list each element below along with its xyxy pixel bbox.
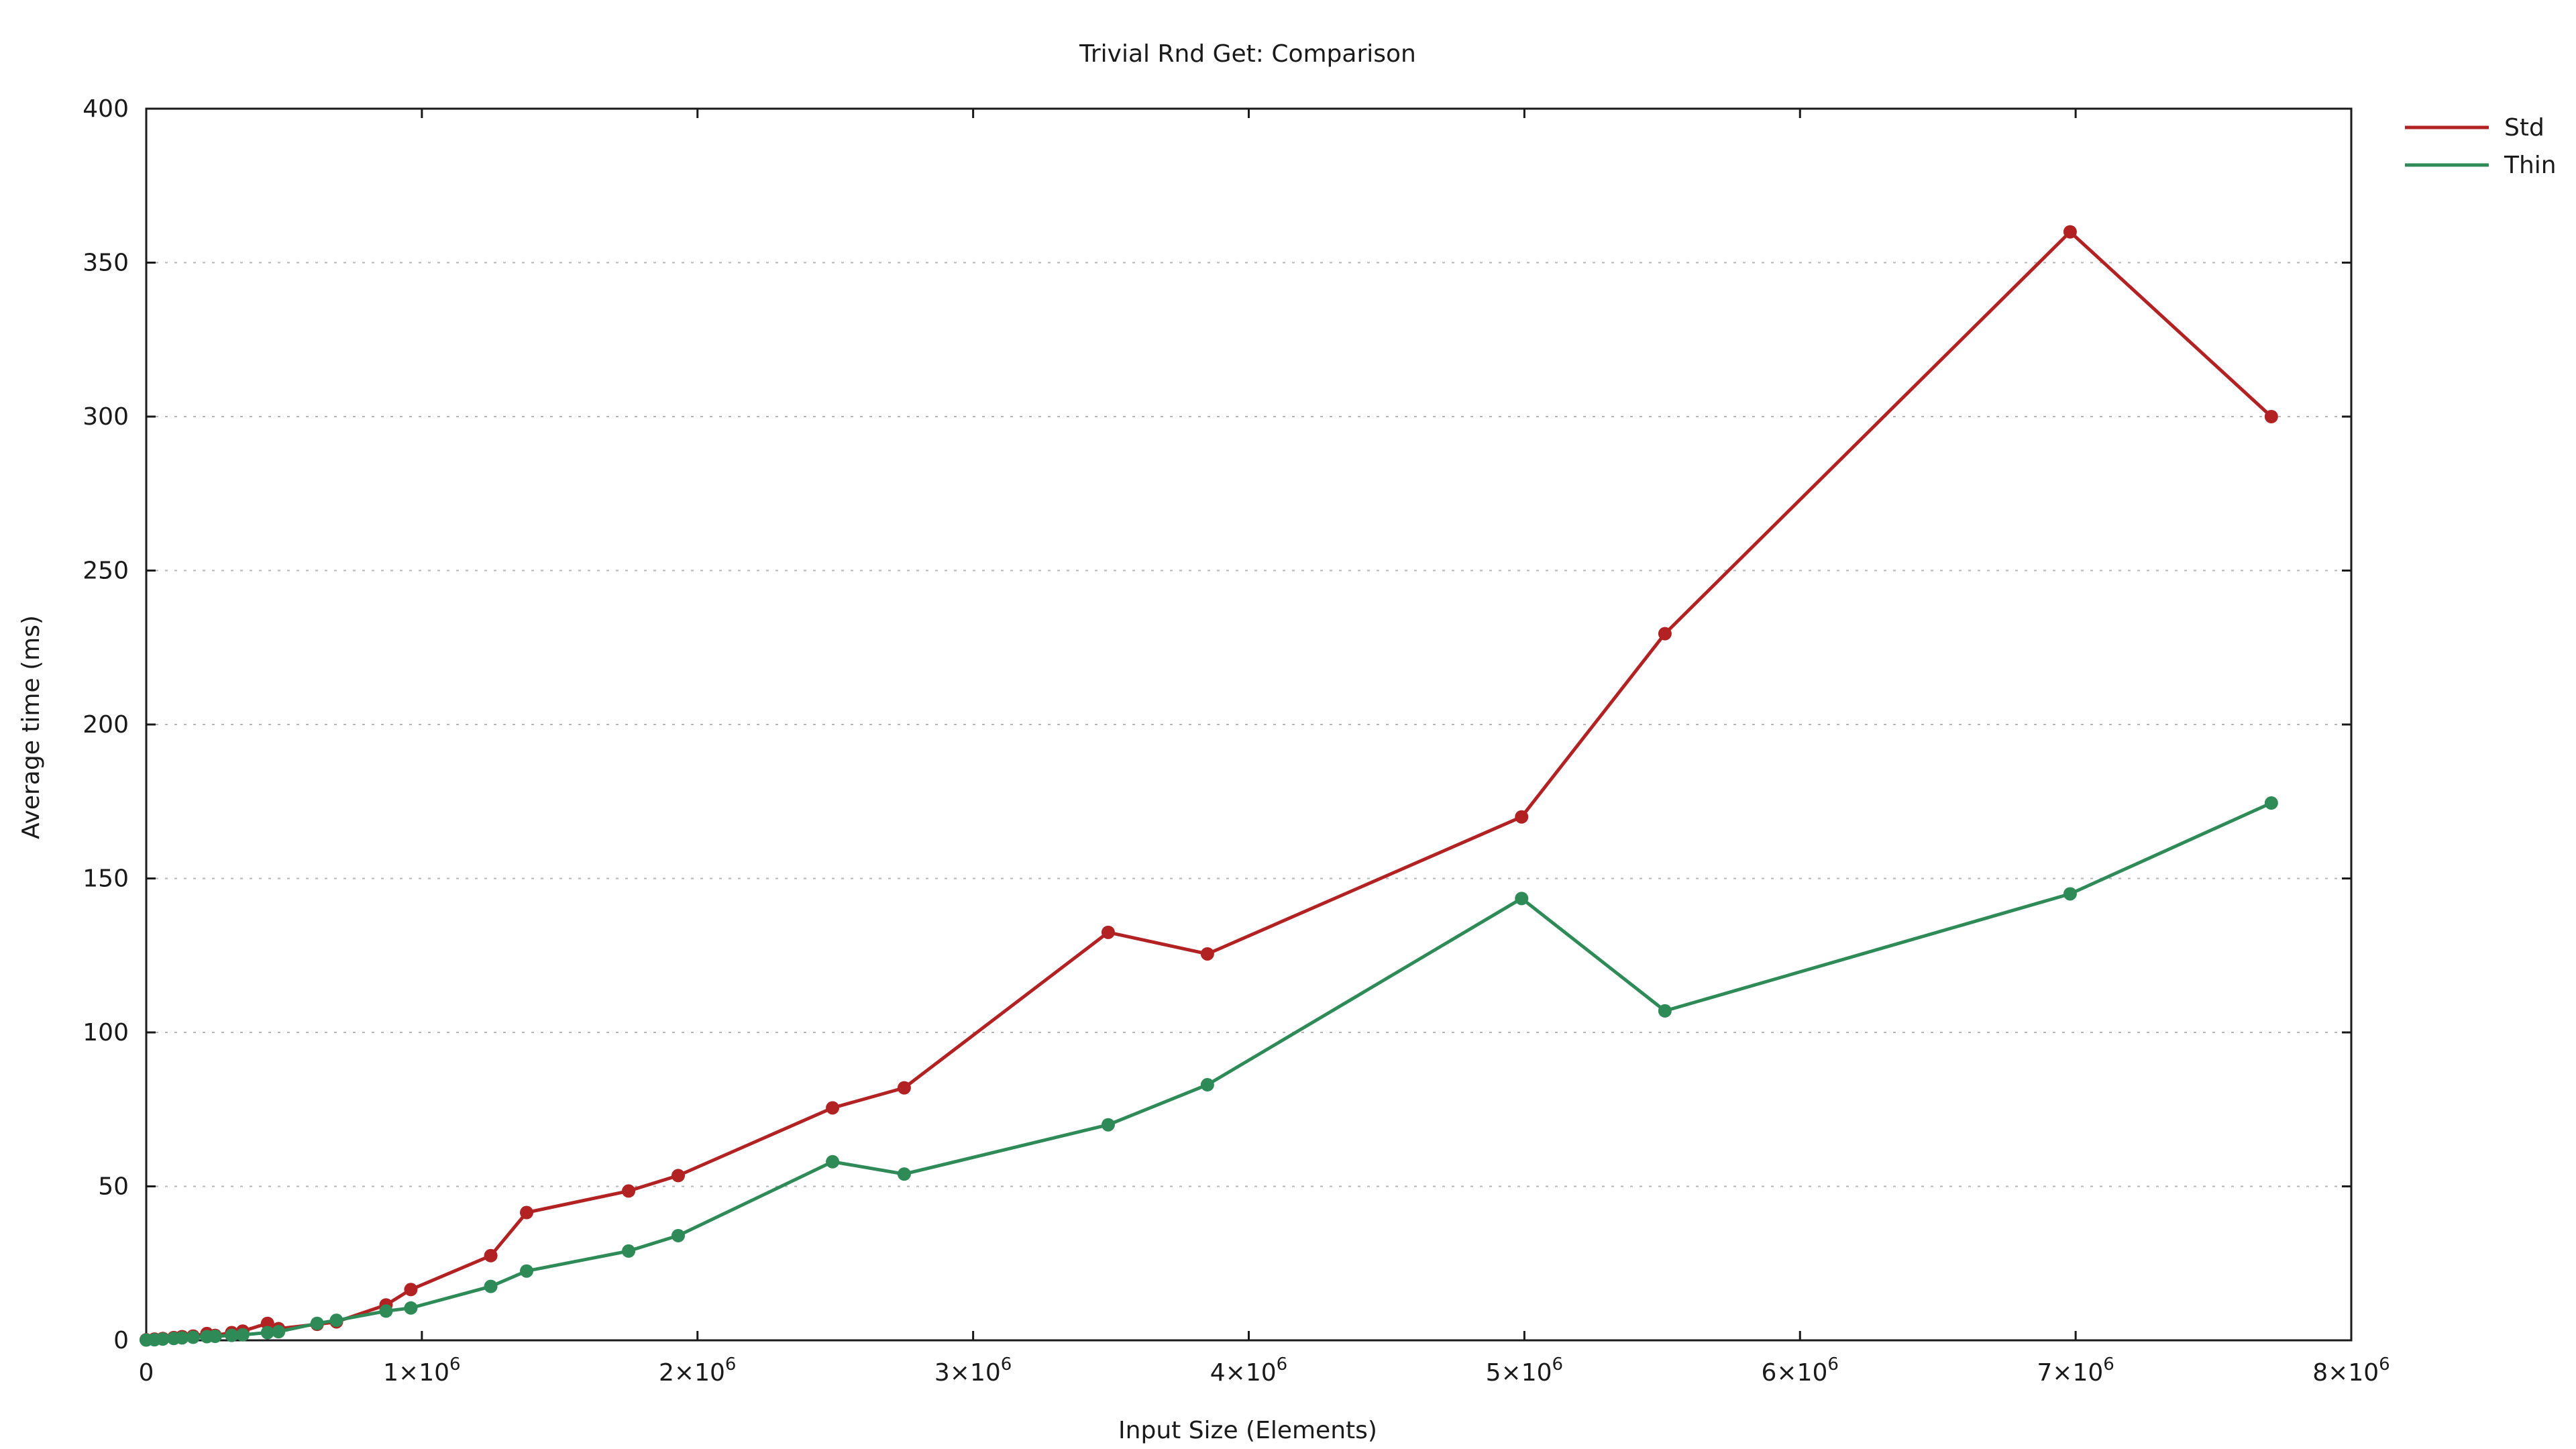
legend-item: Thin <box>2405 152 2557 179</box>
y-axis: 0 50 100 150 200 250 300 350 400 <box>83 95 2351 1354</box>
y-axis-label: Average time (ms) <box>17 615 45 839</box>
data-point <box>2264 796 2278 810</box>
series-std <box>140 225 2278 1347</box>
x-tick-exponent: 6 <box>1277 1354 1288 1375</box>
x-tick-exponent: 6 <box>1552 1354 1564 1375</box>
y-tick-label: 100 <box>83 1019 129 1046</box>
data-point <box>1515 810 1529 824</box>
data-point <box>1658 627 1672 641</box>
data-point <box>404 1283 418 1297</box>
x-tick-exponent: 6 <box>2103 1354 2114 1375</box>
x-tick-exponent: 6 <box>725 1354 737 1375</box>
chart-title: Trivial Rnd Get: Comparison <box>1079 40 1416 68</box>
y-tick-label: 250 <box>83 557 129 585</box>
x-tick-label: 6×106 <box>1762 1354 1839 1387</box>
legend-label: Std <box>2504 114 2544 142</box>
data-point <box>208 1330 222 1344</box>
x-tick-label: 5×106 <box>1486 1354 1563 1387</box>
data-point <box>310 1316 324 1330</box>
x-tick-label: 4×106 <box>1210 1354 1287 1387</box>
data-point <box>404 1301 418 1315</box>
legend-label: Thin <box>2504 152 2557 179</box>
y-tick-label: 300 <box>83 403 129 431</box>
grid-lines <box>146 262 2351 1187</box>
data-point <box>260 1316 274 1330</box>
data-point <box>622 1244 636 1258</box>
series-line <box>146 801 2272 1342</box>
y-tick-label: 400 <box>83 95 129 123</box>
data-point <box>520 1264 534 1278</box>
data-point <box>225 1328 239 1342</box>
data-point <box>622 1184 636 1198</box>
series-layer <box>140 225 2278 1347</box>
x-tick-label: 7×106 <box>2037 1354 2114 1387</box>
x-tick-base: 8×10 <box>2312 1359 2379 1387</box>
x-tick-base: 6×10 <box>1762 1359 1828 1387</box>
legend: Std Thin <box>2405 114 2557 179</box>
x-tick-base: 5×10 <box>1486 1359 1552 1387</box>
data-point <box>272 1325 286 1339</box>
y-tick-label: 350 <box>83 250 129 277</box>
data-point <box>2264 410 2278 423</box>
data-point <box>186 1330 200 1344</box>
data-point <box>2063 887 2077 901</box>
data-point <box>1200 947 1214 961</box>
data-point <box>235 1328 250 1342</box>
x-tick-base: 3×10 <box>934 1359 1001 1387</box>
data-point <box>1200 1078 1214 1092</box>
y-tick-label: 0 <box>113 1327 129 1354</box>
y-tick-label: 150 <box>83 865 129 893</box>
x-axis-label: Input Size (Elements) <box>1118 1417 1377 1444</box>
data-point <box>826 1101 840 1115</box>
data-point <box>1515 892 1529 906</box>
data-point <box>484 1279 498 1293</box>
data-point <box>671 1228 685 1242</box>
data-point <box>484 1248 498 1263</box>
data-point <box>520 1205 534 1220</box>
data-point <box>175 1331 189 1345</box>
x-tick-label: 8×106 <box>2312 1354 2390 1387</box>
data-point <box>671 1169 685 1183</box>
data-point <box>329 1313 343 1328</box>
data-point <box>897 1081 911 1095</box>
x-tick-exponent: 6 <box>1001 1354 1012 1375</box>
data-point <box>1101 925 1115 939</box>
data-point <box>826 1155 840 1169</box>
y-tick-label: 200 <box>83 711 129 739</box>
data-point <box>156 1332 170 1346</box>
data-point <box>260 1326 274 1340</box>
x-tick-label: 1×106 <box>383 1354 460 1387</box>
data-point <box>1101 1118 1115 1132</box>
y-tick-label: 50 <box>98 1173 129 1201</box>
legend-item: Std <box>2405 114 2544 142</box>
data-point <box>897 1167 911 1181</box>
series-line <box>146 230 2273 1342</box>
x-axis: 0 1×106 2×106 3×106 4×106 5×106 6×106 7×106 8×10… <box>139 109 2390 1387</box>
x-tick-label: 0 <box>139 1359 154 1387</box>
series-thin <box>140 796 2278 1347</box>
x-tick-base: 1×10 <box>383 1359 449 1387</box>
x-tick-base: 4×10 <box>1210 1359 1277 1387</box>
x-tick-exponent: 6 <box>2379 1354 2390 1375</box>
x-tick-exponent: 6 <box>449 1354 461 1375</box>
x-tick-exponent: 6 <box>1827 1354 1839 1375</box>
x-tick-label: 3×106 <box>934 1354 1012 1387</box>
data-point <box>2063 225 2077 239</box>
x-tick-base: 7×10 <box>2037 1359 2103 1387</box>
data-point <box>1658 1004 1672 1018</box>
x-tick-base: 0 <box>139 1359 154 1387</box>
data-point <box>379 1304 393 1318</box>
x-tick-base: 2×10 <box>659 1359 725 1387</box>
x-tick-label: 2×106 <box>659 1354 736 1387</box>
